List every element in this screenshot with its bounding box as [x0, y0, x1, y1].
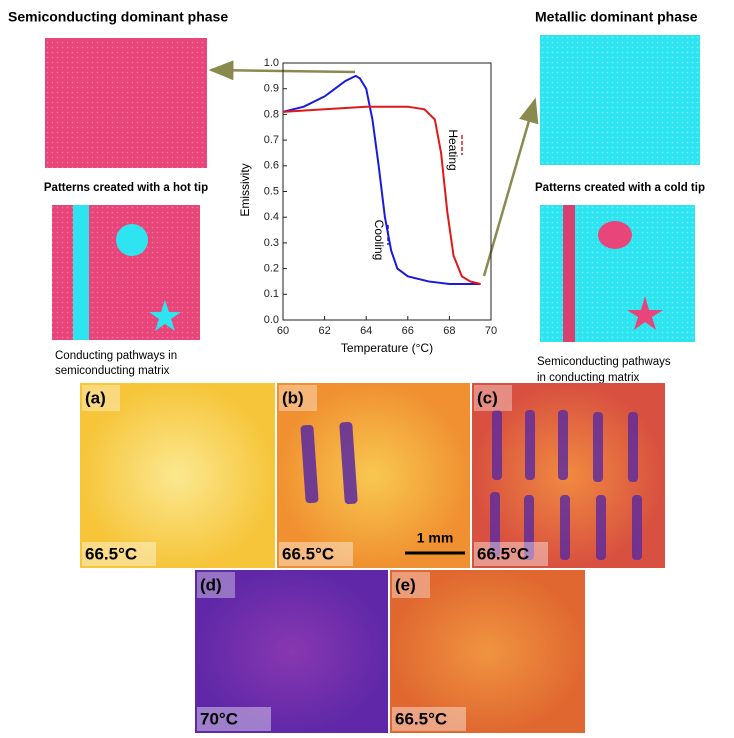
- panel-temp: 66.5°C: [282, 544, 334, 563]
- y-tick-label: 0.9: [264, 83, 279, 95]
- image-a: [80, 383, 275, 568]
- label-bg: [392, 572, 430, 598]
- y-tick-label: 1.0: [264, 57, 279, 69]
- temp-bg: [279, 542, 353, 566]
- series-label: Heating: [446, 129, 460, 170]
- temp-bg: [82, 542, 156, 566]
- line-1: [282, 105, 481, 285]
- y-tick-label: 0.3: [264, 237, 279, 249]
- panel-label: (d): [200, 575, 222, 594]
- cyan-dot: [116, 224, 148, 256]
- pink-star: [627, 296, 663, 330]
- y-tick-label: 0.7: [264, 134, 279, 146]
- temp-bg: [197, 707, 271, 731]
- emissivity-chart: Temperature (°C) Emissivity 60 62 64 66 68 70…: [238, 57, 497, 355]
- semi-square: [45, 38, 207, 168]
- label-bg: [197, 572, 235, 598]
- label-bg: [82, 385, 120, 411]
- panel-label: (c): [477, 388, 498, 407]
- label-bg: [279, 385, 317, 411]
- right-title: Metallic dominant phase: [535, 9, 698, 25]
- y-tick-label: 0.2: [264, 263, 279, 275]
- line-0: [282, 74, 481, 286]
- left-caption: Conducting pathways in: [55, 350, 177, 362]
- x-tick-label: 70: [485, 325, 497, 337]
- x-tick-label: 60: [277, 325, 289, 337]
- cyan-bar: [73, 205, 89, 340]
- y-tick-label: 0.8: [264, 108, 279, 120]
- panel-label: (a): [85, 388, 106, 407]
- thermal-images: 1 mm (a) 66.5°C (b) 66.5°C (c) 66.5°C (d) 70°C (…: [80, 383, 665, 733]
- panel-temp: 70°C: [200, 709, 238, 728]
- x-tick-label: 66: [402, 325, 414, 337]
- panel-label: (e): [395, 575, 416, 594]
- x-axis-label: Temperature (°C): [341, 341, 433, 355]
- metal-square: [540, 35, 700, 165]
- panel-temp: 66.5°C: [85, 544, 137, 563]
- left-title: Semiconducting dominant phase: [8, 9, 228, 25]
- arrow: [482, 97, 539, 277]
- stripes: [300, 421, 358, 505]
- y-tick-label: 0.1: [264, 288, 279, 300]
- panel-label: (b): [282, 388, 304, 407]
- cyan-star: [149, 300, 181, 331]
- y-tick-label: 0.5: [264, 185, 279, 197]
- right-caption: in conducting matrix: [537, 372, 640, 384]
- x-tick-label: 68: [443, 325, 455, 337]
- image-e: [390, 570, 585, 733]
- right-caption: Semiconducting pathways: [537, 356, 671, 368]
- panel-temp: 66.5°C: [395, 709, 447, 728]
- x-tick-label: 62: [318, 325, 330, 337]
- left-subtitle: Patterns created with a hot tip: [44, 182, 208, 194]
- x-tick-label: 64: [360, 325, 372, 337]
- pink-dot: [598, 221, 632, 249]
- temp-bg: [392, 707, 466, 731]
- left-caption: semiconducting matrix: [55, 365, 170, 377]
- right-subtitle: Patterns created with a cold tip: [535, 182, 705, 194]
- series-label: Cooling: [372, 220, 386, 261]
- scale-label: 1 mm: [417, 530, 454, 546]
- y-tick-label: 0.4: [264, 211, 279, 223]
- y-tick-label: 0.0: [264, 314, 279, 326]
- image-d: [195, 570, 388, 733]
- panel-temp: 66.5°C: [477, 544, 529, 563]
- temp-bg: [474, 542, 548, 566]
- y-axis-label: Emissivity: [238, 163, 252, 216]
- stripes: [490, 410, 642, 560]
- label-bg: [474, 385, 512, 411]
- y-tick-label: 0.6: [264, 160, 279, 172]
- pink-bar: [563, 205, 575, 342]
